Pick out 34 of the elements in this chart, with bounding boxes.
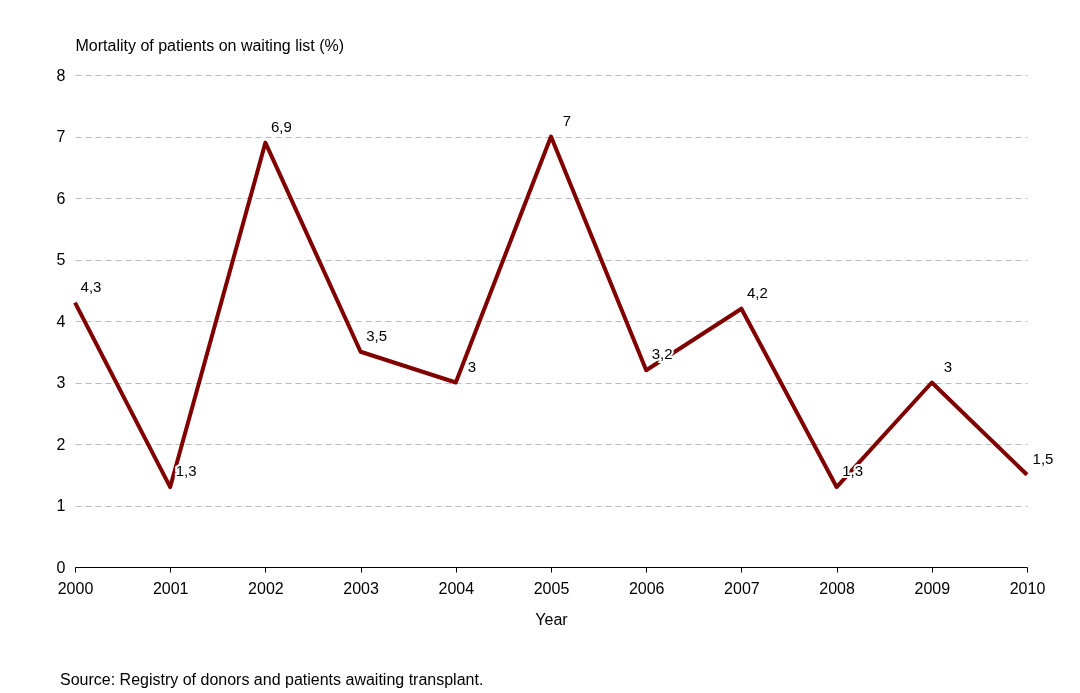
x-tick-label: 2003: [343, 579, 379, 597]
x-tick-label: 2004: [438, 579, 475, 597]
x-tick-label: 2005: [533, 579, 570, 597]
data-label: 3,5: [366, 326, 388, 344]
x-tick-label: 2006: [628, 579, 665, 597]
x-tick-label: 2001: [152, 579, 189, 597]
data-label: 4,3: [80, 277, 102, 295]
x-axis-title: Year: [535, 610, 569, 628]
source-note: Source: Registry of donors and patients awaiting transplant.: [60, 671, 484, 688]
x-tick-label: 2002: [248, 579, 284, 597]
x-tick-label: 2007: [724, 579, 760, 597]
data-label: 1,3: [175, 462, 197, 480]
y-tick-label: 4: [56, 312, 66, 330]
data-label: 1,5: [1032, 449, 1054, 467]
y-tick-label: 2: [56, 435, 66, 453]
y-tick-label: 6: [56, 189, 66, 207]
y-tick-label: 3: [56, 374, 66, 391]
y-tick-label: 8: [56, 66, 66, 84]
y-axis-title: Mortality of patients on waiting list (%): [75, 36, 345, 54]
data-label: 7: [562, 111, 572, 129]
data-label: 4,2: [746, 283, 768, 301]
x-tick-label: 2010: [1009, 579, 1046, 597]
data-label: 3,2: [651, 345, 673, 363]
data-label: 3: [467, 357, 476, 375]
x-tick-label: 2009: [914, 579, 951, 597]
data-label: 6,9: [270, 117, 292, 135]
y-tick-label: 0: [56, 558, 66, 576]
y-tick-label: 7: [56, 128, 66, 145]
data-label: 3: [943, 357, 952, 375]
y-tick-label: 1: [56, 497, 66, 514]
line-series: [73, 134, 1029, 490]
x-tick-label: 2000: [57, 579, 94, 597]
y-tick-label: 5: [56, 251, 66, 268]
x-tick-label: 2008: [819, 579, 855, 597]
